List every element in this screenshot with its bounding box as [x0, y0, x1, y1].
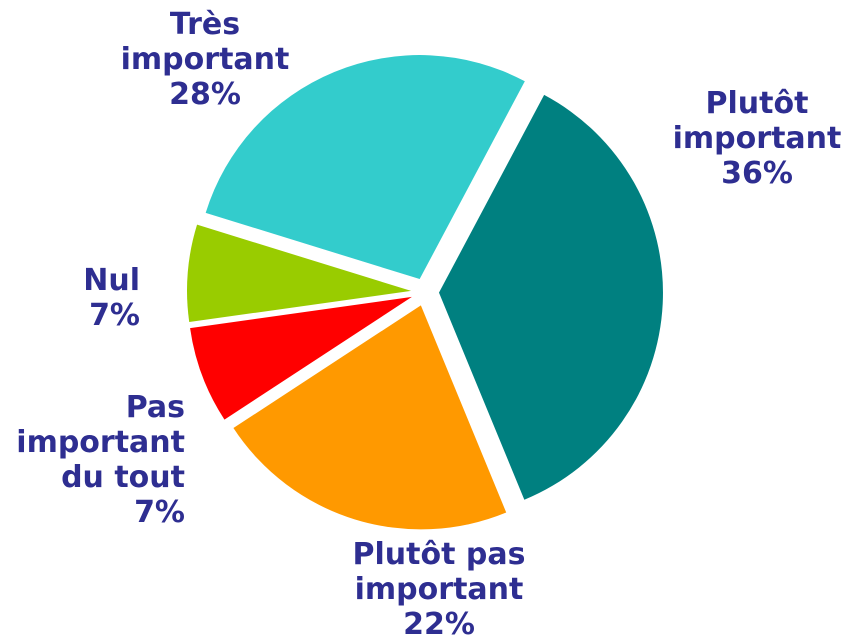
slice-label-line: Très	[170, 7, 240, 42]
pie-slice	[187, 224, 412, 323]
slice-label-line: Plutôt pas	[353, 537, 526, 572]
slice-label-line: Plutôt	[706, 86, 809, 121]
pie-slice	[190, 296, 412, 420]
slice-label-line: important	[673, 121, 842, 156]
slice-label-line: 28%	[169, 77, 241, 112]
slice-label-line: Nul	[83, 263, 140, 298]
slice-label: Plutôt pas important 22%	[353, 537, 526, 642]
slice-label: Nul 7%	[83, 263, 140, 333]
slice-label-line: Pas	[126, 390, 185, 425]
pie-slice	[438, 94, 663, 500]
slice-label-line: 22%	[403, 607, 475, 642]
slice-label-line: important	[121, 42, 290, 77]
pie-slices	[187, 55, 663, 530]
slice-label: Pas important du tout 7%	[16, 390, 185, 530]
slice-label: Plutôt important 36%	[673, 86, 842, 191]
pie-labels: Plutôt important 36%Plutôt pas important 22%…	[16, 7, 841, 642]
slice-label-line: important	[16, 425, 185, 460]
slice-label-line: important	[355, 572, 524, 607]
slice-label: Très important 28%	[121, 7, 290, 112]
pie-slice	[205, 55, 525, 280]
pie-slice	[233, 305, 507, 530]
slice-label-line: 36%	[721, 156, 793, 191]
slice-label-line: 7%	[89, 298, 140, 333]
slice-label-line: 7%	[134, 495, 185, 530]
slice-label-line: du tout	[61, 460, 185, 495]
